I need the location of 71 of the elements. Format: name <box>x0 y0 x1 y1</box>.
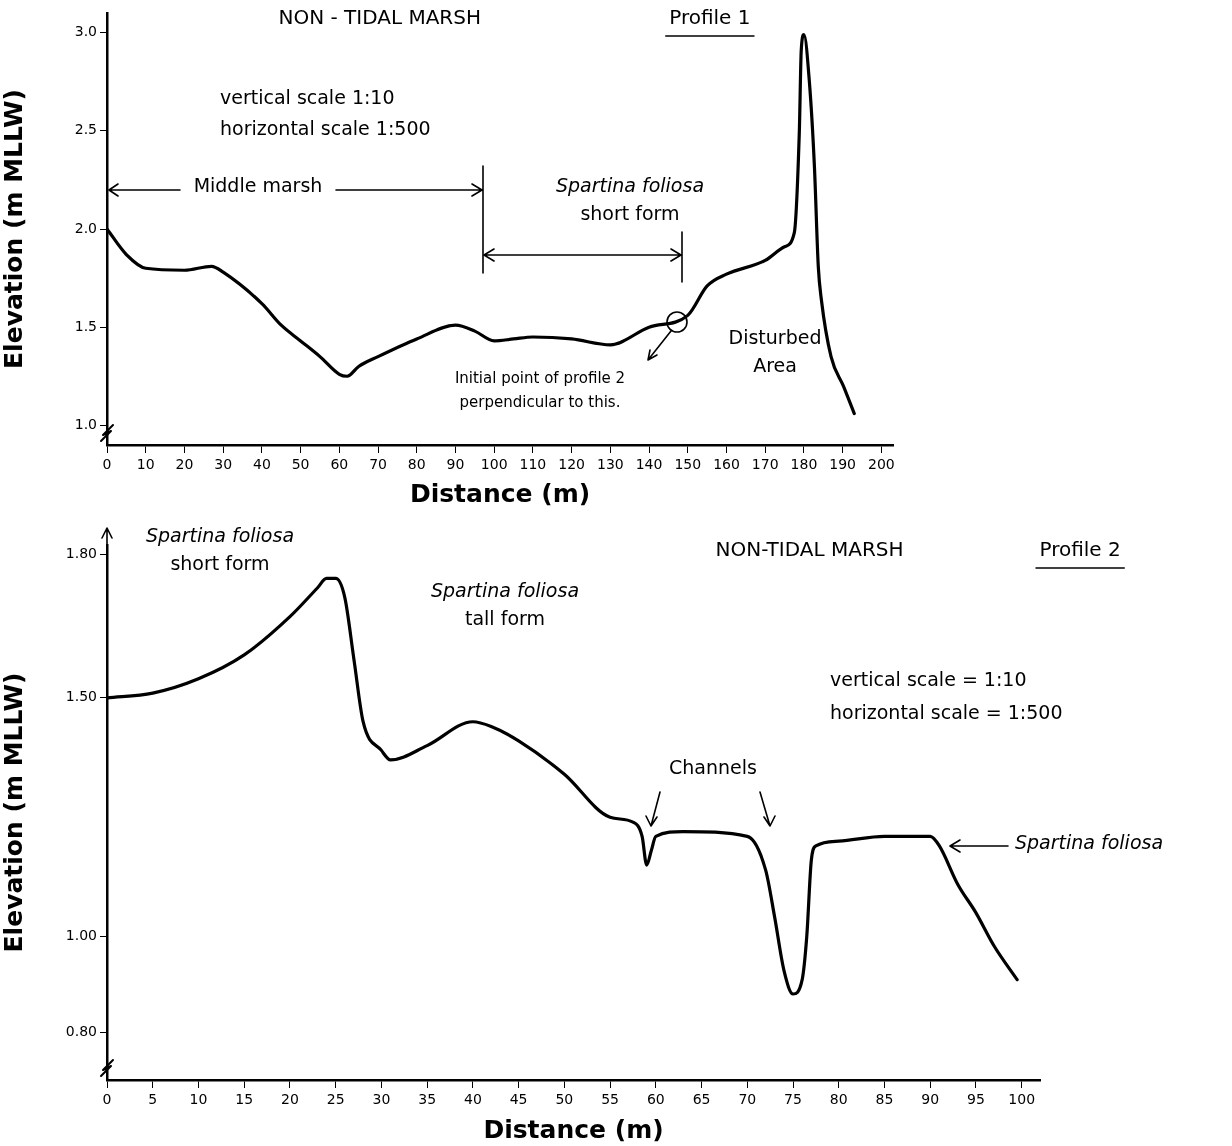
annotation: horizontal scale = 1:500 <box>830 701 1063 724</box>
text: Profile 2 <box>1039 537 1121 562</box>
y-tick-label: 0.80 <box>65 1022 97 1039</box>
x-axis-title: Distance (m) <box>483 1114 664 1144</box>
annotation: Channels <box>669 756 757 779</box>
x-tick-label: 170 <box>751 456 779 473</box>
y-tick-label: 2.0 <box>74 219 97 236</box>
x-tick-label: 50 <box>555 1091 574 1108</box>
x-tick-label: 85 <box>875 1091 894 1108</box>
x-tick-label: 80 <box>407 456 426 473</box>
annotation: Initial point of profile 2 perpendicular to this. <box>454 369 626 412</box>
x-tick-label: 10 <box>189 1091 208 1108</box>
chart-title: NON-TIDAL MARSH <box>715 537 904 562</box>
x-tick-label: 75 <box>784 1091 802 1108</box>
x-tick-label: 55 <box>601 1091 619 1108</box>
x-tick-label: 140 <box>635 456 663 473</box>
y-tick-label: 2.5 <box>74 121 97 138</box>
annotation: Spartina foliosa short form <box>555 174 705 225</box>
x-tick-label: 180 <box>790 456 818 473</box>
x-tick-label: 40 <box>252 456 271 473</box>
y-tick-label: 1.80 <box>65 545 97 562</box>
annotation: vertical scale = 1:10 <box>830 668 1027 691</box>
x-tick-label: 10 <box>136 456 155 473</box>
x-tick-label: 95 <box>967 1091 985 1108</box>
x-tick-label: 40 <box>463 1091 482 1108</box>
annotation: Disturbed Area <box>728 326 822 377</box>
x-tick-label: 110 <box>519 456 547 473</box>
x-tick-label: 20 <box>175 456 194 473</box>
annotation: vertical scale 1:10 <box>220 86 395 109</box>
x-tick-label: 20 <box>281 1091 299 1108</box>
y-tick-label: 1.5 <box>74 317 97 334</box>
x-tick-label: 70 <box>738 1091 757 1108</box>
x-tick-label: 150 <box>674 456 702 473</box>
annotation: Spartina foliosa <box>1015 831 1164 854</box>
x-tick-label: 90 <box>921 1091 940 1108</box>
x-tick-label: 100 <box>1008 1091 1036 1108</box>
x-tick-label: 15 <box>235 1091 254 1108</box>
annotation: horizontal scale 1:500 <box>220 117 431 140</box>
y-tick-label: 1.50 <box>65 688 97 705</box>
chart-title: NON - TIDAL MARSH <box>278 5 481 30</box>
x-tick-label: 30 <box>214 456 233 473</box>
x-tick-label: 80 <box>829 1091 848 1108</box>
x-tick-label: 65 <box>692 1091 711 1108</box>
x-tick-label: 45 <box>509 1091 528 1108</box>
x-tick-label: 25 <box>326 1091 345 1108</box>
x-tick-label: 60 <box>646 1091 665 1108</box>
chart-subtitle: Profile 1 <box>669 5 751 30</box>
x-tick-label: 160 <box>713 456 740 473</box>
x-tick-label: 190 <box>829 456 857 473</box>
x-tick-label: 30 <box>372 1091 391 1108</box>
x-tick-label: 130 <box>596 456 624 473</box>
annotation: Spartina foliosa short form <box>145 524 295 575</box>
y-axis-title: Elevation (m MLLW) <box>0 672 28 953</box>
x-tick-label: 0 <box>102 456 112 473</box>
annotation: Middle marsh <box>193 174 323 197</box>
annotation: Spartina foliosa tall form <box>430 579 580 630</box>
y-tick-label: 3.0 <box>74 23 97 40</box>
x-tick-label: 50 <box>291 456 310 473</box>
x-tick-label: 200 <box>868 456 895 473</box>
y-tick-label: 1.0 <box>74 416 97 432</box>
x-tick-label: 70 <box>369 456 387 473</box>
x-tick-label: 90 <box>446 456 465 473</box>
x-axis-title: Distance (m) <box>409 478 591 508</box>
x-tick-label: 5 <box>148 1091 158 1108</box>
x-tick-label: 120 <box>558 456 585 473</box>
y-tick-label: 1.00 <box>65 927 97 944</box>
x-tick-label: 100 <box>480 456 508 473</box>
y-axis-title: Elevation (m MLLW) <box>0 89 28 369</box>
x-tick-label: 60 <box>330 456 349 473</box>
x-tick-label: 35 <box>418 1091 437 1108</box>
x-tick-label: 0 <box>102 1091 112 1108</box>
